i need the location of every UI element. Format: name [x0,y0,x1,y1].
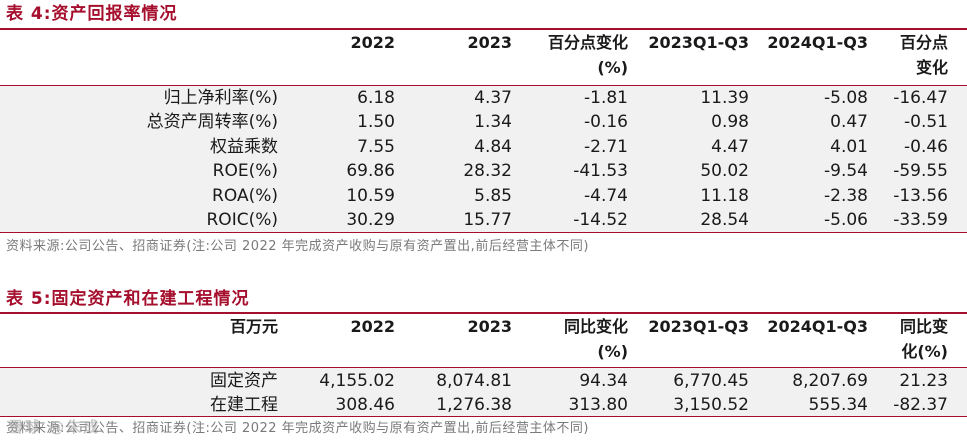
header-cell: 2023Q1-Q3 [648,33,749,52]
table-cell: 69.86 [346,161,395,182]
table4-header-rule [0,85,967,86]
table-cell: 8,207.69 [792,371,868,391]
table-cell: -2.38 [824,185,868,206]
table-cell: 313.80 [568,394,628,415]
table-cell: -0.46 [904,136,948,157]
header-cell: 2023 [467,33,512,52]
header-cell: 2022 [350,33,395,52]
table-cell: 5.85 [474,185,512,206]
table-cell: 1.50 [357,112,395,133]
watermark: 雪球 @朱成 [8,418,101,436]
table-cell: 10.59 [346,185,395,206]
table-cell: 21.23 [899,371,948,391]
table5-bottom-rule [0,416,967,417]
row-label: ROIC(%) [206,210,279,230]
table-cell: 555.34 [808,394,868,415]
table4-source: 资料来源:公司公告、招商证券(注:公司 2022 年完成资产收购与原有资产置出,… [6,239,589,254]
table-cell: 50.02 [700,161,749,182]
table-cell: 3,150.52 [673,394,749,415]
table5-title: 表 5:固定资产和在建工程情况 [6,289,250,309]
table-cell: -41.53 [573,161,628,182]
table4-header [0,30,967,85]
table-cell: -59.55 [893,161,948,182]
table5-body [0,368,967,416]
table-cell: -16.47 [893,88,948,108]
table-cell: -14.52 [573,210,628,230]
table-cell: 0.47 [830,112,868,133]
table5-header [0,314,967,367]
table-cell: 4.01 [830,136,868,157]
table-cell: -9.54 [824,161,868,182]
header-cell: 2023 [467,317,512,336]
table5-top-rule [0,312,967,314]
header-cell: 同比变化 [563,317,628,336]
row-label: 固定资产 [210,371,278,391]
table-cell: 4.47 [711,136,749,157]
table-cell: 1,276.38 [436,394,512,415]
row-label: 在建工程 [210,394,278,415]
table-cell: 8,074.81 [436,371,512,391]
row-label: ROA(%) [212,185,278,206]
header-cell: 变化 [915,58,948,77]
table5-source: 资料来源:公司公告、招商证券(注:公司 2022 年完成资产收购与原有资产置出,… [6,421,589,436]
header-cell: (%) [597,342,628,361]
table-cell: 6.18 [357,88,395,108]
row-label: 总资产周转率(%) [146,112,278,133]
table-cell: -2.71 [584,136,628,157]
table-cell: -33.59 [893,210,948,230]
header-cell: 百分点 [899,33,948,52]
table-cell: -82.37 [893,394,948,415]
table-cell: 11.18 [700,185,749,206]
row-label: ROE(%) [212,161,278,182]
table-cell: 15.77 [463,210,512,230]
table-cell: 30.29 [346,210,395,230]
header-cell: 百万元 [229,317,278,336]
header-cell: 百分点变化 [547,33,628,52]
table4-body [0,86,967,232]
header-cell: 同比变 [899,317,948,336]
table-cell: 28.32 [463,161,512,182]
table-cell: -1.81 [584,88,628,108]
table-cell: -0.16 [584,112,628,133]
header-cell: 2023Q1-Q3 [648,317,749,336]
table-cell: -0.51 [904,112,948,133]
table-cell: 94.34 [579,371,628,391]
table4-top-rule [0,28,967,30]
table-cell: 4.84 [474,136,512,157]
row-label: 归上净利率(%) [163,88,278,108]
table-cell: -5.06 [824,210,868,230]
header-cell: 2024Q1-Q3 [767,317,868,336]
table-cell: 11.39 [700,88,749,108]
header-cell: 2024Q1-Q3 [767,33,868,52]
table5-header-rule [0,367,967,368]
table-cell: -4.74 [584,185,628,206]
header-cell: 2022 [350,317,395,336]
table-cell: -5.08 [824,88,868,108]
row-label: 权益乘数 [210,136,278,157]
table-cell: 1.34 [474,112,512,133]
table-cell: 4,155.02 [319,371,395,391]
table-cell: 7.55 [357,136,395,157]
table-cell: -13.56 [893,185,948,206]
table-cell: 308.46 [335,394,395,415]
table-cell: 28.54 [700,210,749,230]
table-cell: 6,770.45 [673,371,749,391]
table-cell: 0.98 [711,112,749,133]
table4-bottom-rule [0,232,967,233]
header-cell: (%) [597,58,628,77]
header-cell: 化(%) [901,342,948,361]
table-cell: 4.37 [474,88,512,108]
table4-title: 表 4:资产回报率情况 [6,4,178,24]
